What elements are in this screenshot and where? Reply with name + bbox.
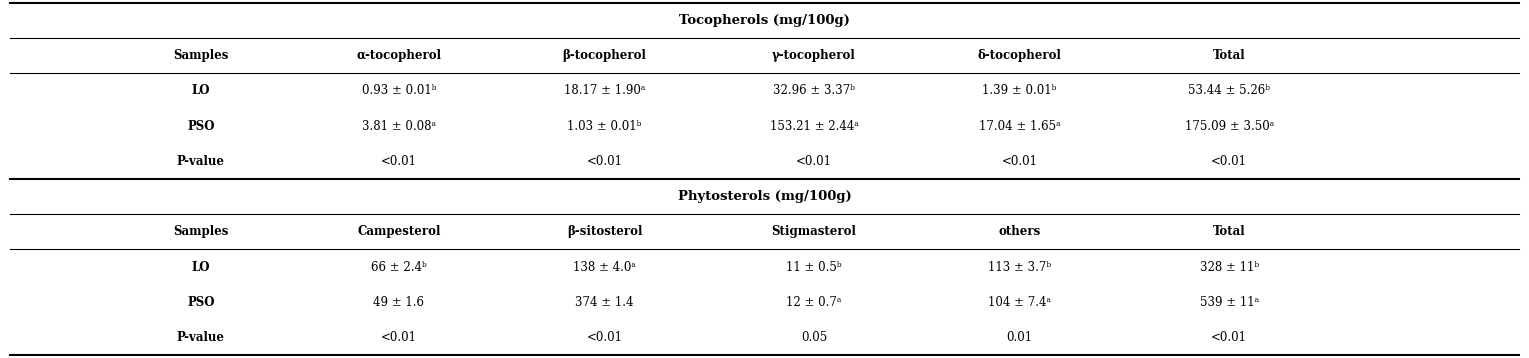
Text: 32.96 ± 3.37ᵇ: 32.96 ± 3.37ᵇ bbox=[774, 84, 855, 97]
Text: <0.01: <0.01 bbox=[381, 331, 417, 344]
Text: Samples: Samples bbox=[173, 226, 228, 238]
Text: Phytosterols (mg/100g): Phytosterols (mg/100g) bbox=[677, 190, 852, 203]
Text: 1.03 ± 0.01ᵇ: 1.03 ± 0.01ᵇ bbox=[567, 120, 642, 132]
Text: β-sitosterol: β-sitosterol bbox=[567, 226, 642, 238]
Text: 374 ± 1.4: 374 ± 1.4 bbox=[575, 296, 635, 309]
Text: <0.01: <0.01 bbox=[797, 155, 832, 168]
Text: 18.17 ± 1.90ᵃ: 18.17 ± 1.90ᵃ bbox=[564, 84, 645, 97]
Text: 0.05: 0.05 bbox=[801, 331, 827, 344]
Text: 138 ± 4.0ᵃ: 138 ± 4.0ᵃ bbox=[573, 261, 636, 274]
Text: δ-tocopherol: δ-tocopherol bbox=[977, 49, 1061, 62]
Text: others: others bbox=[998, 226, 1041, 238]
Text: 53.44 ± 5.26ᵇ: 53.44 ± 5.26ᵇ bbox=[1188, 84, 1271, 97]
Text: PSO: PSO bbox=[187, 120, 214, 132]
Text: Tocopherols (mg/100g): Tocopherols (mg/100g) bbox=[679, 14, 850, 27]
Text: LO: LO bbox=[191, 261, 209, 274]
Text: <0.01: <0.01 bbox=[587, 155, 622, 168]
Text: α-tocopherol: α-tocopherol bbox=[356, 49, 442, 62]
Text: 17.04 ± 1.65ᵃ: 17.04 ± 1.65ᵃ bbox=[979, 120, 1061, 132]
Text: <0.01: <0.01 bbox=[1211, 331, 1248, 344]
Text: 0.01: 0.01 bbox=[1006, 331, 1032, 344]
Text: 539 ± 11ᵃ: 539 ± 11ᵃ bbox=[1200, 296, 1258, 309]
Text: 49 ± 1.6: 49 ± 1.6 bbox=[373, 296, 425, 309]
Text: γ-tocopherol: γ-tocopherol bbox=[772, 49, 856, 62]
Text: 113 ± 3.7ᵇ: 113 ± 3.7ᵇ bbox=[988, 261, 1052, 274]
Text: <0.01: <0.01 bbox=[587, 331, 622, 344]
Text: <0.01: <0.01 bbox=[1211, 155, 1248, 168]
Text: 11 ± 0.5ᵇ: 11 ± 0.5ᵇ bbox=[786, 261, 842, 274]
Text: <0.01: <0.01 bbox=[1001, 155, 1038, 168]
Text: β-tocopherol: β-tocopherol bbox=[563, 49, 647, 62]
Text: 66 ± 2.4ᵇ: 66 ± 2.4ᵇ bbox=[372, 261, 427, 274]
Text: Total: Total bbox=[1212, 226, 1246, 238]
Text: 153.21 ± 2.44ᵃ: 153.21 ± 2.44ᵃ bbox=[769, 120, 858, 132]
Text: 104 ± 7.4ᵃ: 104 ± 7.4ᵃ bbox=[988, 296, 1050, 309]
Text: Samples: Samples bbox=[173, 49, 228, 62]
Text: 1.39 ± 0.01ᵇ: 1.39 ± 0.01ᵇ bbox=[983, 84, 1057, 97]
Text: 3.81 ± 0.08ᵃ: 3.81 ± 0.08ᵃ bbox=[362, 120, 436, 132]
Text: Total: Total bbox=[1212, 49, 1246, 62]
Text: P-value: P-value bbox=[177, 155, 225, 168]
Text: <0.01: <0.01 bbox=[381, 155, 417, 168]
Text: 12 ± 0.7ᵃ: 12 ± 0.7ᵃ bbox=[786, 296, 841, 309]
Text: P-value: P-value bbox=[177, 331, 225, 344]
Text: 328 ± 11ᵇ: 328 ± 11ᵇ bbox=[1200, 261, 1258, 274]
Text: 0.93 ± 0.01ᵇ: 0.93 ± 0.01ᵇ bbox=[362, 84, 436, 97]
Text: LO: LO bbox=[191, 84, 209, 97]
Text: Campesterol: Campesterol bbox=[358, 226, 440, 238]
Text: Stigmasterol: Stigmasterol bbox=[772, 226, 856, 238]
Text: 175.09 ± 3.50ᵃ: 175.09 ± 3.50ᵃ bbox=[1185, 120, 1274, 132]
Text: PSO: PSO bbox=[187, 296, 214, 309]
